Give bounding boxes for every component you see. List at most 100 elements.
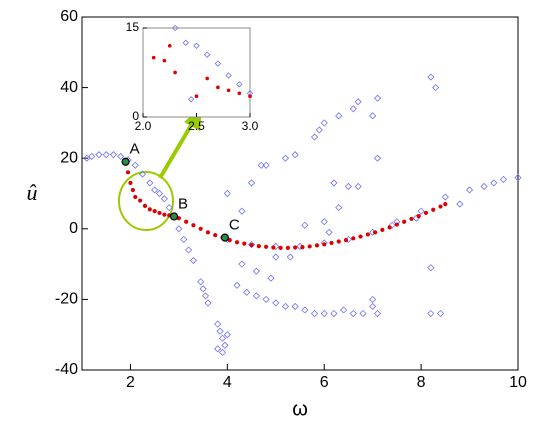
annotation-point (169, 212, 179, 221)
data-point (330, 179, 338, 187)
x-tick-label: 3.0 (242, 119, 259, 133)
data-point (359, 309, 367, 318)
data-point (443, 201, 448, 207)
data-point (387, 225, 392, 230)
data-point (233, 281, 241, 289)
data-point (205, 230, 211, 235)
data-point (423, 210, 429, 216)
data-point (310, 133, 319, 141)
data-point (218, 348, 227, 356)
data-point (285, 245, 290, 250)
data-point (242, 241, 247, 246)
data-point (365, 232, 370, 237)
annotation-point (121, 157, 130, 166)
data-point (185, 246, 193, 254)
data-point (162, 212, 167, 217)
data-point (216, 85, 220, 90)
data-point (427, 73, 435, 81)
annotation-label: B (178, 195, 188, 212)
data-point (349, 105, 357, 113)
data-point (272, 253, 280, 261)
x-tick-label: 4 (223, 374, 232, 391)
data-point (291, 151, 299, 159)
data-point (278, 245, 283, 250)
data-point (213, 233, 218, 238)
data-point (252, 292, 260, 300)
data-point (271, 245, 276, 250)
data-point (373, 154, 382, 162)
data-point (189, 257, 197, 265)
data-point (171, 24, 179, 32)
data-point (431, 207, 436, 212)
y-tick-label: -40 (55, 361, 78, 378)
data-point (214, 345, 222, 353)
zoom-arrow (158, 120, 195, 180)
data-point (204, 299, 212, 307)
data-point (131, 161, 139, 169)
data-point (272, 299, 280, 307)
data-point (262, 161, 270, 169)
data-point (416, 213, 421, 219)
data-point (300, 245, 305, 250)
data-point (320, 309, 328, 318)
data-point (291, 302, 299, 311)
x-tick-label: 8 (417, 374, 426, 391)
data-point (373, 94, 382, 102)
x-tick-label: 2.5 (188, 119, 205, 133)
y-tick-label: 15 (126, 20, 140, 34)
data-point (480, 182, 488, 191)
data-point (151, 55, 156, 60)
data-point (133, 194, 138, 200)
data-point (427, 309, 435, 318)
data-point (335, 204, 343, 212)
y-tick-label: 0 (132, 109, 139, 123)
data-point (128, 180, 133, 186)
data-point (160, 195, 168, 203)
data-point (372, 230, 378, 235)
data-point (194, 94, 199, 99)
data-point (221, 341, 229, 349)
data-point (142, 203, 148, 208)
data-point (441, 193, 449, 201)
data-point (193, 42, 200, 49)
y-tick-label: -20 (55, 291, 78, 308)
data-point (335, 112, 343, 120)
data-point (514, 174, 522, 182)
data-point (315, 126, 323, 134)
data-point (343, 237, 349, 243)
data-point (432, 84, 440, 92)
data-point (157, 210, 162, 216)
data-point (102, 151, 110, 159)
data-point (117, 152, 125, 161)
data-point (175, 225, 183, 233)
data-point (216, 327, 224, 335)
data-point (184, 219, 189, 224)
data-point (197, 278, 205, 286)
data-point (248, 94, 252, 99)
data-point (349, 309, 357, 318)
data-point (226, 88, 231, 93)
data-point (344, 182, 353, 191)
data-point (293, 245, 298, 250)
data-point (147, 207, 152, 212)
data-point (236, 81, 243, 88)
data-point (354, 98, 362, 106)
data-point (191, 223, 196, 228)
data-point (162, 58, 167, 63)
data-point (320, 218, 328, 226)
data-point (402, 219, 407, 224)
data-point (223, 331, 231, 339)
data-point (438, 204, 443, 209)
data-point (325, 228, 333, 236)
data-point (95, 151, 103, 159)
data-point (281, 154, 290, 162)
data-point (322, 242, 327, 247)
data-point (490, 179, 498, 187)
data-point (373, 309, 382, 318)
data-point (310, 309, 319, 318)
data-point (286, 253, 294, 261)
data-point (237, 91, 242, 96)
data-point (369, 295, 377, 303)
data-point (330, 309, 338, 318)
